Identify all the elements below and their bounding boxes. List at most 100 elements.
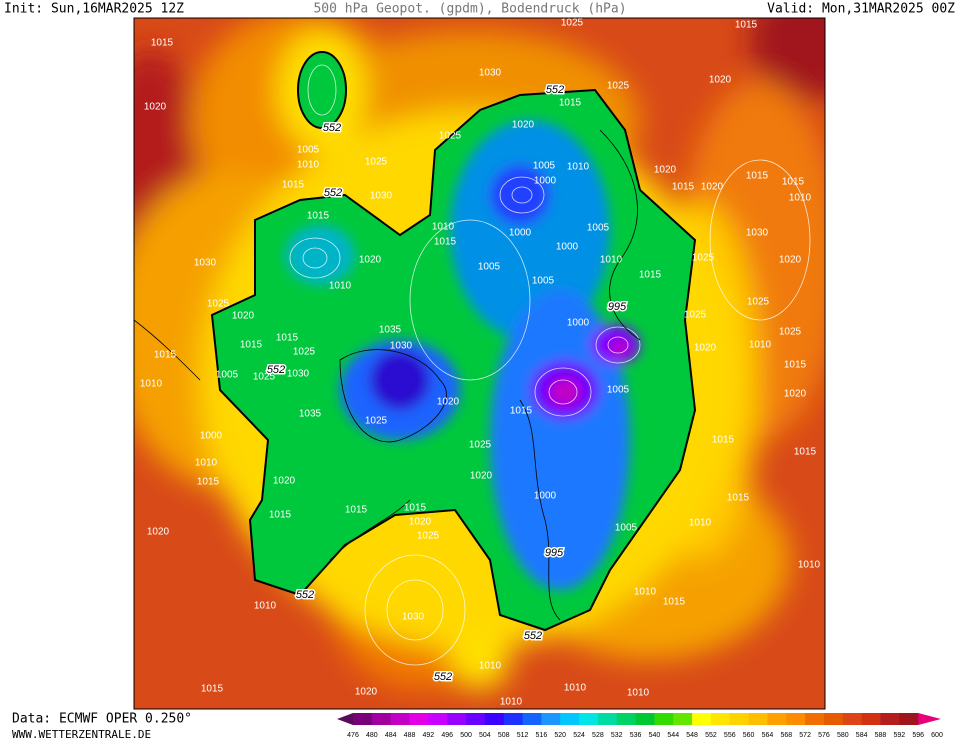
colorbar-label: 576 xyxy=(818,732,830,739)
colorbar-label: 500 xyxy=(460,732,472,739)
colorbar-label: 540 xyxy=(649,732,661,739)
isobar-label: 1015 xyxy=(794,447,817,458)
colorbar-label: 544 xyxy=(667,732,679,739)
colorbar-label: 548 xyxy=(686,732,698,739)
colorbar-swatch xyxy=(409,713,429,725)
552-contour-island xyxy=(297,51,347,129)
isobar-label: 1015 xyxy=(784,360,807,371)
isobar-label: 1000 xyxy=(534,176,557,187)
colorbar-label: 584 xyxy=(856,732,868,739)
isobar-label: 1025 xyxy=(684,310,707,321)
colorbar-label: 488 xyxy=(404,732,416,739)
isobar-label: 1010 xyxy=(140,379,163,390)
colorbar-label: 572 xyxy=(799,732,811,739)
site-url: WWW.WETTERZENTRALE.DE xyxy=(12,728,151,741)
isobar-label: 1030 xyxy=(287,369,310,380)
isobar-label: 1010 xyxy=(600,255,623,266)
isobar-label: 1015 xyxy=(559,98,582,109)
isobar-label: 1010 xyxy=(789,193,812,204)
colorbar-swatch xyxy=(428,713,448,725)
height-label: 552 xyxy=(434,671,452,683)
data-source: Data: ECMWF OPER 0.250° xyxy=(12,712,192,727)
height-label: 552 xyxy=(524,630,542,642)
isobar-label: 1005 xyxy=(587,223,610,234)
colorbar-label: 496 xyxy=(441,732,453,739)
isobar-label: 1015 xyxy=(282,180,305,191)
colorbar-swatch xyxy=(673,713,693,725)
colorbar-swatch xyxy=(522,713,542,725)
colorbar-label: 524 xyxy=(573,732,585,739)
isobar-label: 1015 xyxy=(727,493,750,504)
isobar-label: 1010 xyxy=(634,587,657,598)
isobar-label: 1020 xyxy=(147,527,170,538)
colorbar-label: 520 xyxy=(554,732,566,739)
isobar-label: 1020 xyxy=(437,397,460,408)
isobar-label: 1010 xyxy=(432,222,455,233)
colorbar-label: 504 xyxy=(479,732,491,739)
isobar-label: 1025 xyxy=(365,416,388,427)
isobar-label: 1035 xyxy=(379,325,402,336)
isobar-label: 1005 xyxy=(216,370,239,381)
isobar-label: 1010 xyxy=(627,688,650,699)
colorbar-swatch xyxy=(541,713,561,725)
isobar-label: 1010 xyxy=(689,518,712,529)
colorbar-arrow-right xyxy=(918,713,941,725)
valid-time: Valid: Mon,31MAR2025 00Z xyxy=(767,2,955,17)
colorbar-label: 556 xyxy=(724,732,736,739)
isobar-label: 1000 xyxy=(509,228,532,239)
isobar-label: 1025 xyxy=(779,327,802,338)
colorbar: 476 480 484 488 492 496 500 504 508 512 516 520 524 5… xyxy=(337,713,943,739)
colorbar-swatch xyxy=(823,713,844,725)
height-label: 552 xyxy=(296,589,314,601)
isobars xyxy=(289,64,811,666)
colorbar-swatch xyxy=(654,713,674,725)
isobar-label: 1030 xyxy=(370,191,393,202)
isobar-label: 1025 xyxy=(365,157,388,168)
isobar-label: 1015 xyxy=(663,597,686,608)
colorbar-label: 592 xyxy=(893,732,905,739)
isobar-label: 1020 xyxy=(273,476,296,487)
isobar-label: 1010 xyxy=(749,340,772,351)
colorbar-label: 564 xyxy=(762,732,774,739)
isobar-label: 1025 xyxy=(469,440,492,451)
isobar-label: 1015 xyxy=(404,503,427,514)
isobar-label: 1010 xyxy=(297,160,320,171)
isobar-label: 1005 xyxy=(478,262,501,273)
colorbar-label: 588 xyxy=(875,732,887,739)
isobar-label: 1010 xyxy=(254,601,277,612)
isobar-label: 1010 xyxy=(195,458,218,469)
isobar-label: 1015 xyxy=(434,237,457,248)
isobar-label: 1015 xyxy=(269,510,292,521)
colorbar-label: 484 xyxy=(385,732,397,739)
isobar-label: 1005 xyxy=(533,161,556,172)
isobar-label: 1025 xyxy=(607,81,630,92)
isobar-label: 1015 xyxy=(782,177,805,188)
colorbar-label: 476 xyxy=(347,732,359,739)
isobar-label: 1000 xyxy=(567,318,590,329)
colorbar-label: 508 xyxy=(498,732,510,739)
colorbar-swatch xyxy=(786,713,806,725)
isobar-label: 1015 xyxy=(151,38,174,49)
colorbar-swatch xyxy=(597,713,618,725)
colorbar-label: 492 xyxy=(423,732,435,739)
isobar-label: 1005 xyxy=(532,276,555,287)
colorbar-label: 580 xyxy=(837,732,849,739)
isobar-label: 1010 xyxy=(500,697,523,708)
isobar-label: 1015 xyxy=(154,350,177,361)
isobar-label: 1010 xyxy=(329,281,352,292)
map-title: 500 hPa Geopot. (gpdm), Bodendruck (hPa) xyxy=(313,2,626,17)
isobar-label: 1010 xyxy=(798,560,821,571)
isobar-label: 1030 xyxy=(390,341,413,352)
contour-labels: 1015 1020 1030 1025 1015 1020 1025 552 1015 552 10… xyxy=(140,18,821,708)
isobar-label: 1020 xyxy=(654,165,677,176)
isobar-label: 1005 xyxy=(615,523,638,534)
isobar-label: 1025 xyxy=(253,372,276,383)
isobar-label: 1025 xyxy=(207,299,230,310)
isobar-label: 1025 xyxy=(692,253,715,264)
isobar-label: 1015 xyxy=(345,505,368,516)
isobar-label: 1020 xyxy=(144,102,167,113)
isobar-label: 1025 xyxy=(417,531,440,542)
isobar-label: 1000 xyxy=(556,242,579,253)
isobar-label: 1015 xyxy=(746,171,769,182)
colorbar-label: 512 xyxy=(517,732,529,739)
